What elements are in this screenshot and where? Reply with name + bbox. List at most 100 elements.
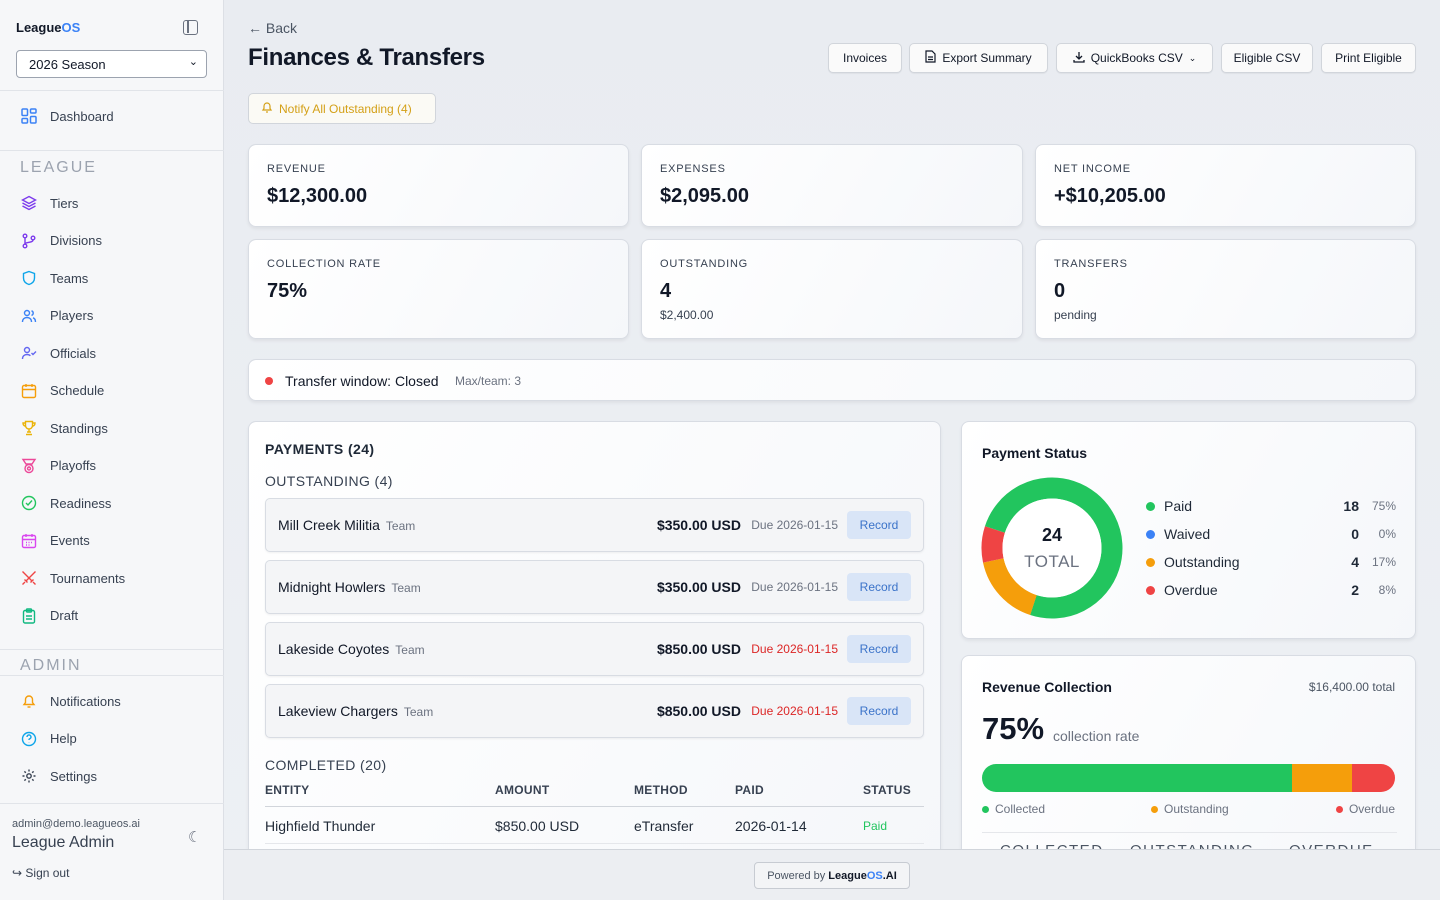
sidebar-item-draft[interactable]: Draft (0, 601, 224, 631)
legend-count: 4 (1351, 554, 1359, 570)
stat-sub: pending (1054, 308, 1097, 322)
sidebar-item-label: Settings (50, 768, 97, 784)
transfer-window-bar: Transfer window: Closed Max/team: 3 (248, 359, 1416, 401)
payment-entity: Midnight Howlers Team (278, 579, 421, 595)
sidebar-item-settings[interactable]: Settings (0, 761, 224, 791)
admin-section-heading: ADMIN (20, 657, 82, 674)
chevron-down-icon: ⌄ (188, 56, 198, 68)
check-circle-icon (20, 494, 38, 512)
sidebar-item-divisions[interactable]: Divisions (0, 226, 224, 256)
branch-icon (20, 232, 38, 250)
bar-legend-overdue: Overdue (1335, 802, 1395, 816)
table-cell-entity: Highfield Thunder (265, 818, 376, 834)
donut-hole (1002, 498, 1102, 598)
table-header[interactable]: METHOD (634, 783, 688, 797)
bar-legend-collected: Collected (982, 802, 1045, 816)
sidebar-item-dashboard[interactable]: Dashboard (0, 101, 224, 131)
back-link[interactable]: ← Back (248, 20, 298, 36)
sidebar-item-label: Schedule (50, 383, 105, 398)
due-date: Due 2026-01-15 (751, 642, 838, 656)
export-summary-button[interactable]: Export Summary (909, 43, 1048, 73)
divider (0, 803, 224, 804)
medal-icon (20, 457, 38, 475)
sidebar-item-label: Officials (50, 345, 96, 361)
sidebar-item-tiers[interactable]: Tiers (0, 188, 224, 218)
eligible-csv-button[interactable]: Eligible CSV (1221, 43, 1313, 73)
table-row-divider (265, 843, 924, 844)
sidebar-item-help[interactable]: Help (0, 724, 224, 754)
table-header[interactable]: ENTITY (265, 783, 310, 797)
league-section-heading: LEAGUE (20, 159, 97, 176)
record-payment-button[interactable]: Record (847, 573, 911, 601)
due-date: Due 2026-01-15 (751, 518, 838, 532)
divider (0, 649, 224, 650)
stat-label: REVENUE (267, 163, 326, 175)
sidebar-item-playoffs[interactable]: Playoffs (0, 451, 224, 481)
stat-value: 4 (660, 280, 672, 302)
users-icon (20, 307, 38, 325)
sidebar-item-readiness[interactable]: Readiness (0, 488, 224, 518)
collection-rate-card: COLLECTION RATE 75% (248, 239, 629, 339)
main-content: ← Back Finances & Transfers Invoices Exp… (224, 0, 1440, 900)
sidebar-item-label: Players (50, 308, 94, 323)
legend-item-paid: Paid 18 75% (1146, 496, 1396, 516)
layers-icon (20, 194, 38, 212)
sidebar-item-notifications[interactable]: Notifications (0, 686, 224, 716)
sidebar-item-label: Tiers (50, 195, 79, 211)
stat-value: $2,095.00 (660, 185, 749, 207)
divider (982, 832, 1397, 833)
clipboard-icon (20, 607, 38, 625)
brand-logo[interactable]: LeagueOS (16, 20, 81, 35)
sidebar-item-label: Dashboard (50, 108, 114, 124)
stat-value: $12,300.00 (267, 185, 368, 207)
payment-entity: Lakeview Chargers Team (278, 703, 434, 719)
table-header[interactable]: AMOUNT (495, 783, 550, 797)
legend-dot (982, 805, 989, 813)
moon-icon: ☾ (188, 829, 202, 846)
collapse-sidebar-icon[interactable] (183, 20, 198, 35)
legend-dot (1151, 805, 1158, 813)
table-cell-paid: 2026-01-14 (735, 818, 807, 834)
swords-icon (20, 569, 38, 587)
table-cell-amount: $850.00 USD (495, 818, 580, 834)
payment-amount: $850.00 USD (656, 641, 741, 657)
payment-amount: $350.00 USD (656, 517, 741, 533)
legend-dot (1146, 530, 1155, 539)
table-header[interactable]: STATUS (863, 783, 912, 797)
sidebar-item-standings[interactable]: Standings (0, 413, 224, 443)
sidebar-item-teams[interactable]: Teams (0, 263, 224, 293)
table-header[interactable]: PAID (735, 783, 764, 797)
status-dot (265, 377, 273, 385)
divider (0, 150, 224, 151)
record-payment-button[interactable]: Record (847, 511, 911, 539)
sidebar-item-schedule[interactable]: Schedule (0, 376, 224, 406)
sidebar-item-label: Playoffs (50, 458, 97, 473)
print-eligible-button[interactable]: Print Eligible (1321, 43, 1416, 73)
record-payment-button[interactable]: Record (847, 697, 911, 725)
invoices-button[interactable]: Invoices (828, 43, 902, 73)
dashboard-icon (20, 107, 38, 125)
quickbooks-csv-button[interactable]: QuickBooks CSV ⌄ (1056, 43, 1213, 73)
sidebar-item-officials[interactable]: Officials (0, 338, 224, 368)
divider (0, 90, 224, 91)
collection-rate-label: collection rate (1053, 728, 1140, 744)
sidebar-item-players[interactable]: Players (0, 301, 224, 331)
expenses-card: EXPENSES $2,095.00 (641, 144, 1023, 227)
sidebar-item-tournaments[interactable]: Tournaments (0, 563, 224, 593)
donut-total-label: TOTAL (1024, 552, 1080, 571)
chevron-down-icon: ⌄ (1188, 52, 1197, 63)
season-select[interactable]: 2026 Season ⌄ (16, 50, 207, 78)
powered-by-badge[interactable]: Powered by LeagueOS.AI (754, 862, 910, 889)
legend-item-overdue: Overdue 2 8% (1146, 580, 1396, 600)
sidebar-item-label: Draft (50, 608, 79, 623)
user-check-icon (20, 344, 38, 362)
dark-mode-toggle[interactable]: ☾ (188, 828, 201, 846)
notify-outstanding-button[interactable]: Notify All Outstanding (4) (248, 93, 436, 124)
entity-type: Team (385, 519, 416, 533)
legend-dot (1335, 805, 1343, 813)
record-payment-button[interactable]: Record (847, 635, 911, 663)
sidebar-item-label: Notifications (50, 693, 121, 709)
legend-percent: 75% (1371, 499, 1396, 513)
sign-out-link[interactable]: ↪ Sign out (12, 866, 70, 880)
sidebar-item-events[interactable]: Events (0, 526, 224, 556)
